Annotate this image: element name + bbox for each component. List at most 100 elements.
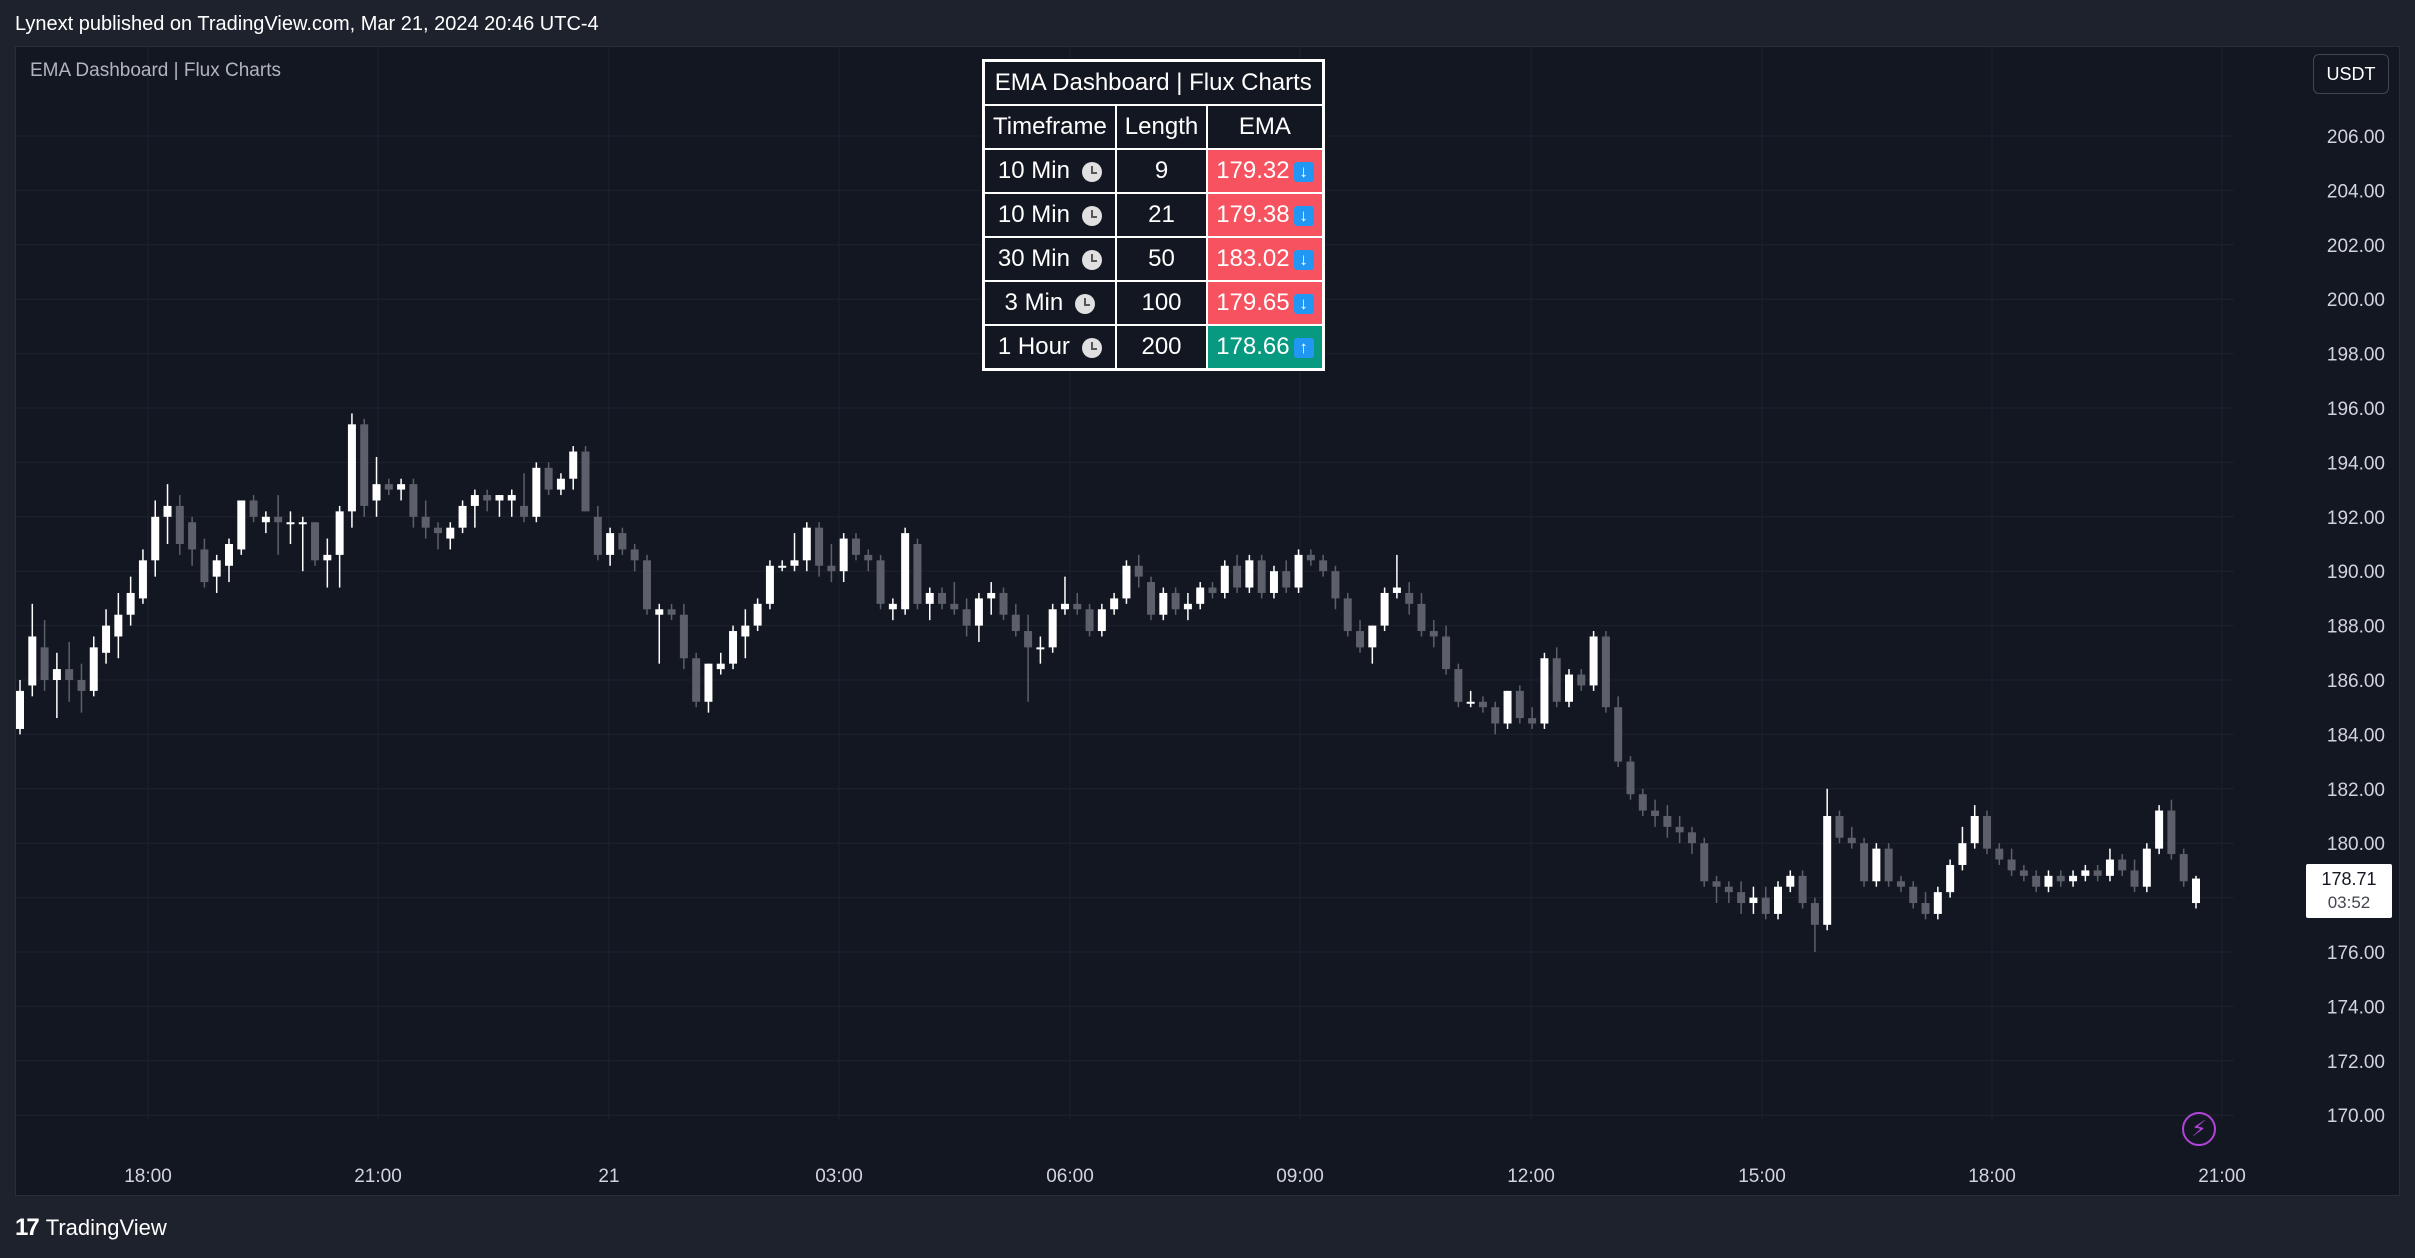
candle xyxy=(2142,843,2151,893)
brand-name[interactable]: TradingView xyxy=(45,1215,167,1240)
candle-body xyxy=(593,516,602,555)
publish-bar: Lynext published on TradingView.com, Mar… xyxy=(0,0,2415,46)
candle-body xyxy=(2130,870,2139,887)
candle xyxy=(1183,592,1192,621)
candle xyxy=(175,495,184,555)
candle xyxy=(421,500,430,539)
candle xyxy=(1601,631,1610,713)
candle xyxy=(1995,843,2004,865)
candle-body xyxy=(237,500,246,550)
candle-body xyxy=(901,533,910,610)
candle xyxy=(839,533,848,583)
ema-value: 178.66 xyxy=(1216,333,1290,360)
candle xyxy=(1503,690,1512,729)
candle-body xyxy=(987,592,996,599)
candle-body xyxy=(2019,870,2028,876)
ema-cell: 179.32 ↓ xyxy=(1206,148,1325,194)
candle xyxy=(1589,631,1598,691)
candle xyxy=(384,478,393,496)
candle xyxy=(1737,881,1746,914)
candle-body xyxy=(1651,810,1660,816)
candle xyxy=(913,538,922,610)
y-tick-label: 204.00 xyxy=(2327,181,2385,202)
candle xyxy=(188,516,197,566)
candle-body xyxy=(815,527,824,566)
candle xyxy=(1626,756,1635,800)
candle-body xyxy=(839,538,848,572)
length-cell: 21 xyxy=(1114,192,1209,238)
candle xyxy=(864,549,873,572)
candle xyxy=(1515,685,1524,724)
candle-body xyxy=(1860,843,1869,882)
tradingview-logo-icon[interactable]: 17 xyxy=(15,1214,40,1241)
x-tick-label: 12:00 xyxy=(1507,1166,1555,1187)
y-tick-label: 198.00 xyxy=(2327,345,2385,366)
candle-body xyxy=(1466,701,1475,704)
candle-body xyxy=(409,484,418,517)
candle xyxy=(1319,554,1328,577)
candle xyxy=(1478,696,1487,713)
timeframe-cell: 3 Min xyxy=(982,280,1117,326)
candle xyxy=(1614,696,1623,768)
candle-body xyxy=(1737,892,1746,904)
lightning-icon[interactable]: ⚡ xyxy=(2182,1112,2216,1146)
candle xyxy=(1577,669,1586,691)
clock-icon xyxy=(1081,161,1102,182)
candle-body xyxy=(1048,609,1057,648)
candle xyxy=(237,500,246,555)
candle-body xyxy=(483,495,492,501)
arrow-down-icon: ↓ xyxy=(1293,293,1314,314)
candle xyxy=(1036,636,1045,664)
candle-body xyxy=(1503,690,1512,724)
candle xyxy=(1921,892,1930,920)
candle-body xyxy=(1159,592,1168,615)
candle-body xyxy=(261,516,270,523)
candle xyxy=(151,500,160,577)
candle xyxy=(938,587,947,610)
candle-body xyxy=(1528,718,1537,724)
candle-body xyxy=(1319,560,1328,572)
candle xyxy=(778,560,787,572)
candle-body xyxy=(1306,554,1315,561)
candle-body xyxy=(77,680,86,691)
candle xyxy=(311,522,320,566)
candle xyxy=(323,538,332,588)
candle-body xyxy=(1196,587,1205,604)
table-row: 10 Min 9 179.32 ↓ xyxy=(982,148,1325,194)
candle-body xyxy=(1343,598,1352,632)
currency-button[interactable]: USDT xyxy=(2313,54,2389,94)
indicator-legend[interactable]: EMA Dashboard | Flux Charts xyxy=(30,60,281,81)
candle xyxy=(40,620,49,691)
candle-body xyxy=(1823,816,1832,925)
candle-body xyxy=(1368,625,1377,648)
candle-body xyxy=(618,533,627,550)
candle xyxy=(2105,848,2114,882)
candle-body xyxy=(102,625,111,653)
candle-body xyxy=(114,614,123,637)
candle-body xyxy=(1417,603,1426,632)
candle-body xyxy=(458,505,467,528)
candle xyxy=(1712,875,1721,904)
candle-body xyxy=(692,658,701,702)
y-tick-label: 184.00 xyxy=(2327,725,2385,746)
candle-body xyxy=(532,467,541,517)
candle-body xyxy=(1786,875,1795,887)
arrow-up-icon: ↑ xyxy=(1293,337,1314,358)
candle-body xyxy=(2118,859,2127,871)
candle-body xyxy=(1356,631,1365,648)
candle-body xyxy=(1085,609,1094,632)
candle-body xyxy=(864,554,873,561)
timeframe-label: 10 Min xyxy=(997,157,1070,184)
candle-body xyxy=(1110,598,1119,610)
y-tick-label: 176.00 xyxy=(2327,943,2385,964)
candle-body xyxy=(2044,875,2053,887)
candle-body xyxy=(655,609,664,615)
candle-body xyxy=(1835,816,1844,838)
candle xyxy=(114,592,123,659)
y-tick-label: 188.00 xyxy=(2327,617,2385,638)
candle-body xyxy=(1774,886,1783,914)
candle-body xyxy=(1134,565,1143,577)
y-tick-label: 190.00 xyxy=(2327,562,2385,583)
candle xyxy=(1356,620,1365,653)
candle-body xyxy=(40,647,49,680)
